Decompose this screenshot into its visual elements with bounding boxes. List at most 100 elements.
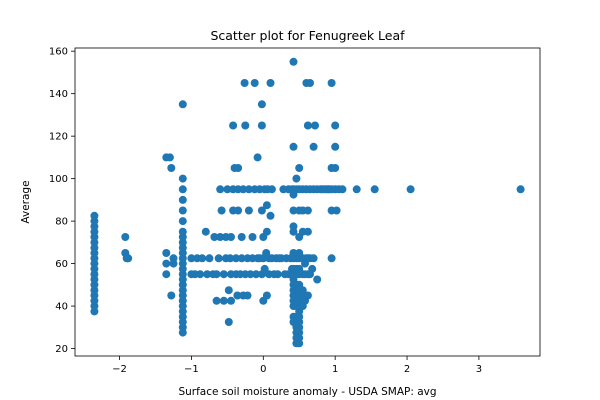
y-tick-label: 60: [55, 259, 68, 270]
scatter-point: [167, 291, 176, 300]
scatter-point: [178, 227, 187, 236]
scatter-point: [178, 185, 187, 194]
x-tick-label: −1: [184, 364, 199, 375]
scatter-point: [327, 254, 336, 263]
scatter-point: [406, 185, 415, 194]
scatter-point: [289, 206, 298, 215]
scatter-point: [295, 164, 304, 172]
scatter-point: [214, 254, 223, 263]
scatter-point: [241, 121, 250, 130]
data-points: [90, 57, 525, 348]
scatter-point: [303, 206, 312, 215]
scatter-point: [516, 185, 525, 194]
scatter-point: [237, 233, 246, 241]
scatter-point: [308, 264, 317, 273]
plot-frame: [74, 47, 541, 357]
scatter-point: [240, 79, 249, 87]
scatter-point: [212, 270, 221, 279]
y-tick-label: 120: [49, 132, 68, 143]
scatter-point: [219, 270, 228, 279]
scatter-point: [196, 270, 205, 279]
scatter-point: [260, 264, 269, 273]
y-tick-label: 20: [55, 344, 68, 355]
scatter-point: [292, 174, 301, 183]
scatter-point: [257, 206, 266, 215]
scatter-point: [187, 254, 196, 263]
scatter-point: [165, 153, 174, 162]
x-axis: −2 −1 0 1 2 3: [112, 356, 482, 375]
y-axis: 20 40 60 80 100 120 140 160: [49, 47, 75, 355]
scatter-point: [313, 275, 322, 284]
scatter-point: [252, 270, 261, 279]
scatter-point: [257, 121, 266, 130]
y-axis-label: Average: [20, 180, 32, 223]
chart-title: Scatter plot for Fenugreek Leaf: [210, 28, 405, 43]
scatter-point: [370, 185, 379, 194]
scatter-point: [338, 185, 347, 194]
scatter-point: [244, 206, 253, 215]
scatter-point: [332, 206, 341, 215]
x-tick-label: −2: [112, 364, 127, 375]
scatter-point: [205, 254, 214, 263]
scatter-point: [309, 142, 318, 151]
scatter-point: [266, 79, 275, 87]
x-tick-label: 2: [404, 364, 410, 375]
scatter-point: [331, 142, 340, 151]
scatter-point: [178, 100, 187, 109]
scatter-point: [246, 270, 255, 279]
scatter-point: [217, 206, 226, 215]
scatter-point: [237, 254, 246, 263]
scatter-point: [289, 142, 298, 151]
scatter-point: [162, 259, 171, 268]
scatter-point: [178, 195, 187, 204]
scatter-point: [266, 211, 275, 220]
scatter-point: [248, 233, 257, 241]
scatter-point: [331, 164, 340, 172]
y-tick-label: 140: [49, 89, 68, 100]
scatter-point: [232, 254, 240, 263]
scatter-point: [289, 222, 298, 231]
scatter-point: [234, 206, 243, 215]
scatter-point: [289, 57, 298, 66]
x-tick-label: 3: [476, 364, 482, 375]
scatter-point: [244, 185, 253, 194]
y-tick-label: 100: [49, 174, 68, 185]
scatter-point: [90, 211, 99, 220]
scatter-point: [216, 233, 225, 241]
scatter-point: [311, 121, 319, 130]
scatter-point: [178, 217, 187, 226]
scatter-point: [233, 291, 242, 300]
scatter-point: [224, 318, 233, 326]
scatter-point: [262, 291, 271, 300]
scatter-point: [162, 270, 171, 279]
scatter-point: [198, 254, 207, 263]
scatter-point: [303, 227, 312, 236]
y-tick-label: 160: [49, 47, 68, 58]
scatter-point: [124, 254, 133, 263]
scatter-point: [257, 100, 266, 109]
y-tick-label: 40: [55, 302, 68, 313]
scatter-point: [223, 185, 232, 194]
y-tick-label: 80: [55, 217, 68, 228]
scatter-point: [303, 291, 312, 300]
scatter-point: [303, 121, 312, 130]
scatter-point: [262, 201, 271, 210]
scatter-point: [226, 254, 235, 263]
scatter-point: [253, 153, 262, 162]
scatter-point: [201, 227, 210, 236]
scatter-point: [250, 79, 259, 87]
scatter-point: [224, 286, 233, 295]
scatter-point: [331, 121, 340, 130]
x-tick-label: 1: [332, 364, 338, 375]
x-tick-label: 0: [260, 364, 266, 375]
scatter-point: [306, 79, 314, 87]
scatter-point: [167, 164, 176, 172]
scatter-point: [309, 254, 318, 263]
scatter-point: [121, 233, 130, 241]
scatter-point: [327, 79, 336, 87]
scatter-point: [178, 206, 187, 215]
scatter-point: [216, 185, 225, 194]
scatter-point: [239, 185, 248, 194]
scatter-point: [178, 174, 187, 183]
scatter-point: [234, 164, 243, 172]
